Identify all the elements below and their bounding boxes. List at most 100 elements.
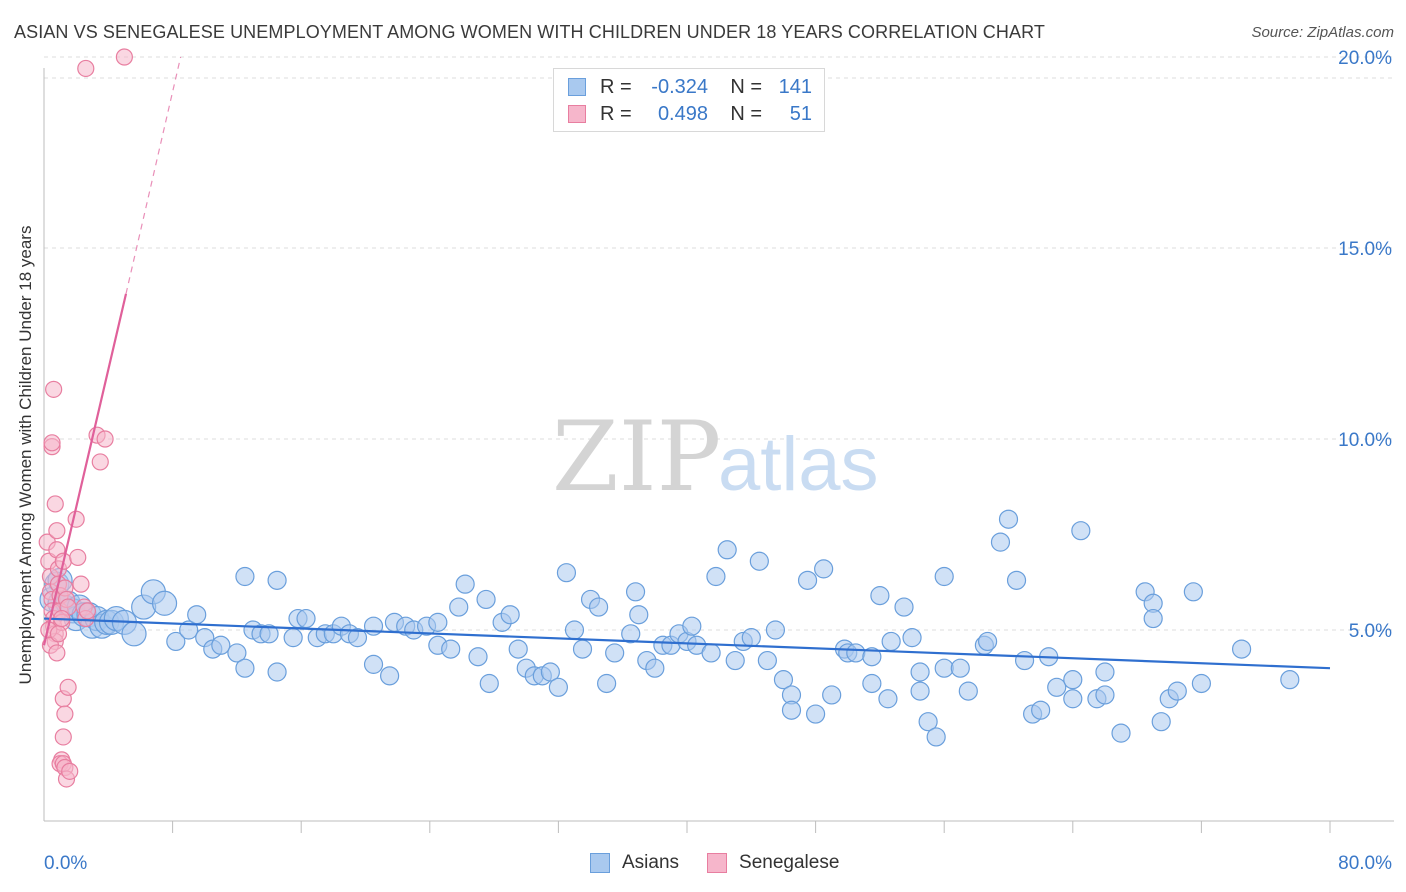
asian-swatch	[590, 853, 610, 873]
asian-point	[625, 582, 646, 602]
asian-point	[1183, 582, 1203, 602]
legend-label-asians: Asians	[622, 852, 680, 873]
senegalese-points	[38, 48, 133, 788]
asian-point	[500, 605, 520, 625]
asian-point	[878, 689, 898, 709]
asian-point	[540, 662, 560, 682]
chart-title: ASIAN VS SENEGALESE UNEMPLOYMENT AMONG W…	[14, 22, 1045, 42]
asian-point	[765, 620, 786, 640]
asian-point	[1063, 670, 1083, 690]
asian-point	[556, 563, 577, 583]
asian-point	[508, 639, 528, 659]
asian-point	[781, 700, 802, 720]
asian-point	[1191, 673, 1212, 694]
source-label: Source: ZipAtlas.com	[1251, 24, 1394, 41]
series-legend: Asians Senegalese	[590, 852, 867, 874]
asian-point	[187, 605, 207, 625]
asian-point	[958, 681, 978, 701]
asian-point	[1280, 670, 1300, 690]
asian-point	[476, 589, 496, 610]
trend-lines	[42, 56, 1331, 670]
asian-point	[1047, 677, 1067, 697]
asian-point	[910, 662, 930, 682]
asian-point	[862, 673, 882, 694]
y-tick-label: 15.0%	[1338, 239, 1392, 260]
senegalese-point	[49, 625, 68, 643]
asian-point	[926, 727, 946, 747]
asian-point	[1031, 700, 1051, 720]
asian-point	[629, 605, 649, 625]
asian-point	[121, 621, 147, 647]
n-value: 51	[789, 102, 812, 125]
asian-point	[934, 658, 954, 678]
asian-point	[645, 658, 665, 678]
senegalese-trend-extension	[125, 56, 182, 294]
r-value: 0.498	[657, 102, 708, 125]
senegalese-point	[61, 762, 79, 780]
asian-point	[998, 509, 1019, 529]
senegalese-point	[59, 678, 77, 696]
y-tick-label: 20.0%	[1338, 48, 1392, 69]
senegalese-point	[54, 728, 72, 746]
asian-point	[797, 570, 818, 590]
y-tick-label: 5.0%	[1349, 621, 1392, 642]
watermark-zip: ZIP	[552, 401, 721, 513]
asian-point	[814, 559, 834, 579]
asian-point	[1006, 570, 1027, 590]
asian-point	[621, 624, 641, 644]
senegalese-swatch	[707, 853, 728, 873]
legend-item-asians[interactable]: Asians	[590, 852, 679, 874]
n-label: N =	[730, 102, 762, 125]
asian-point	[564, 620, 585, 640]
asian-point	[918, 712, 938, 732]
n-label: N =	[730, 75, 762, 98]
asian-point	[773, 670, 794, 690]
asian-point	[725, 650, 745, 671]
senegalese-trend-line	[42, 293, 128, 646]
asian-point	[701, 643, 721, 663]
asian-point	[910, 681, 930, 701]
senegalese-point	[77, 59, 95, 78]
senegalese-swatch	[568, 105, 586, 123]
asian-point	[468, 647, 488, 667]
senegalese-point	[115, 48, 133, 66]
asian-point	[347, 628, 368, 648]
asian-point	[428, 612, 448, 632]
asian-point	[1231, 639, 1252, 659]
legend-item-senegalese[interactable]: Senegalese	[707, 852, 839, 874]
correlation-legend: R = -0.324 N = 141 R = 0.498 N = 51	[553, 68, 825, 132]
asian-point	[1095, 685, 1115, 705]
senegalese-point	[91, 453, 109, 471]
asian-point	[588, 597, 609, 617]
legend-label-senegalese: Senegalese	[739, 852, 840, 873]
asian-point	[862, 647, 882, 667]
asian-point	[805, 704, 826, 724]
senegalese-point	[43, 434, 61, 452]
asian-point	[1014, 650, 1035, 671]
asian-point	[682, 616, 702, 636]
asian-point	[179, 620, 199, 640]
asian-point	[822, 685, 842, 705]
asian-point	[717, 540, 737, 560]
asian-point	[166, 631, 186, 652]
senegalese-point	[56, 705, 74, 723]
asian-point	[548, 677, 569, 697]
senegalese-point	[72, 575, 90, 593]
asian-point	[978, 631, 998, 652]
x-tick-label: 80.0%	[1338, 853, 1392, 874]
r-label: R =	[600, 75, 632, 98]
tick-labels: 5.0% 10.0% 15.0% 20.0% 0.0% 80.0%	[44, 48, 1392, 874]
asian-point	[227, 643, 247, 663]
asian-point	[902, 628, 922, 648]
asian-point	[1063, 689, 1083, 709]
asian-point	[211, 635, 231, 655]
grid-lines	[44, 56, 1394, 631]
asian-points	[39, 509, 1300, 747]
asian-point	[934, 566, 954, 587]
asian-point	[572, 639, 593, 659]
asian-point	[1143, 608, 1163, 629]
asian-point	[990, 532, 1011, 552]
r-value: -0.324	[651, 75, 708, 98]
legend-row-senegalese: R = 0.498 N = 51	[568, 101, 812, 127]
